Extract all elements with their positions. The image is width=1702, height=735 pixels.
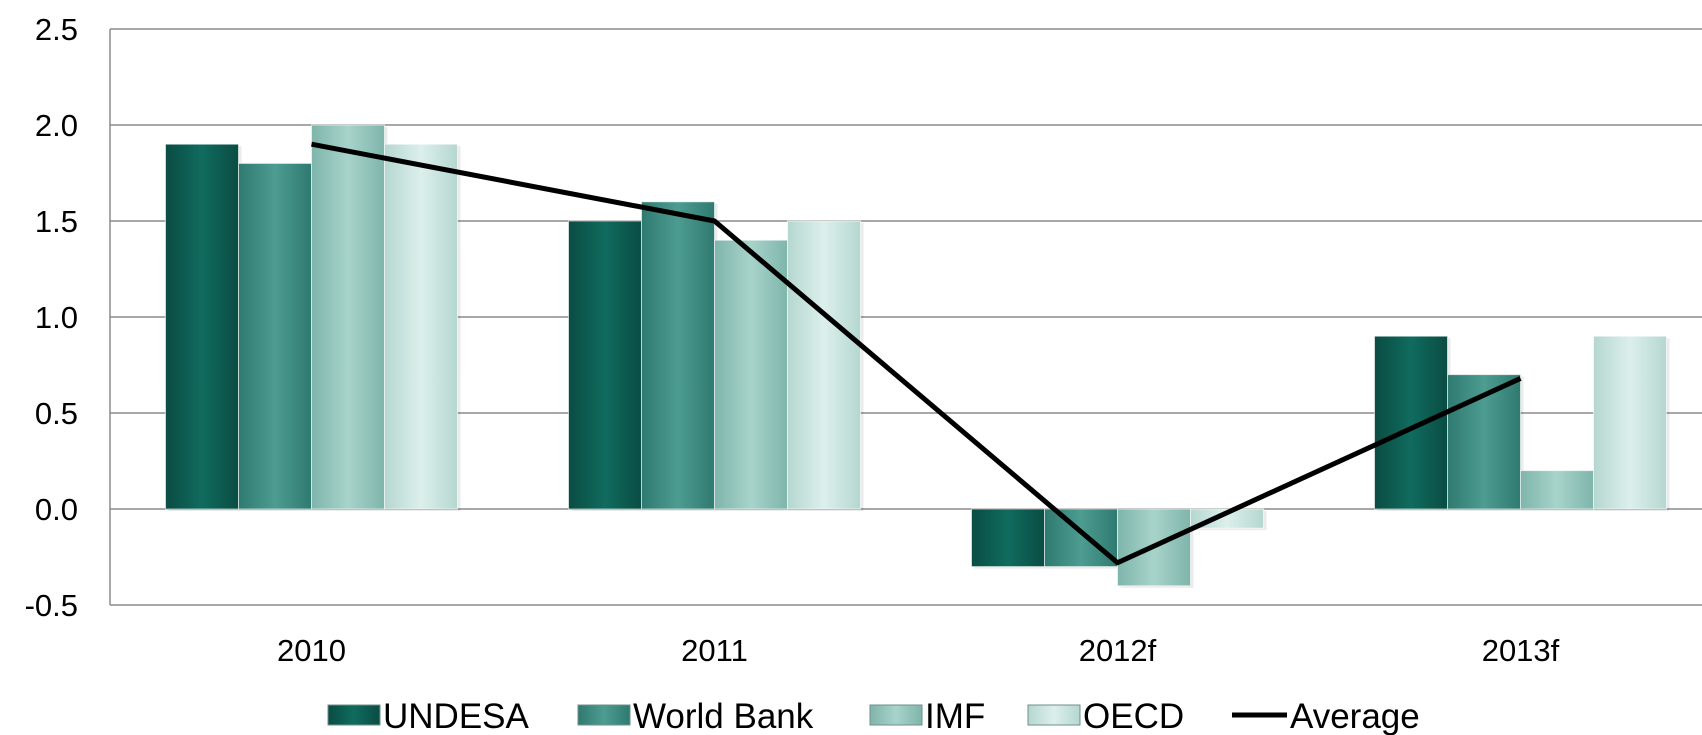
x-tick-label: 2010	[277, 633, 346, 668]
legend-item: World Bank	[577, 697, 814, 735]
x-tick-label: 2013f	[1482, 633, 1560, 668]
y-tick-label: 0.5	[35, 396, 78, 431]
legend-item: OECD	[1027, 697, 1184, 735]
legend-label: IMF	[925, 697, 985, 735]
bar-imf	[311, 124, 385, 510]
bars	[165, 124, 1670, 588]
legend-label: Average	[1290, 697, 1420, 735]
legend-item: IMF	[869, 697, 985, 735]
legend-swatch	[1027, 704, 1081, 726]
average-line-layer	[311, 141, 1522, 566]
x-tick-label: 2012f	[1079, 633, 1157, 668]
y-tick-label: 2.0	[35, 108, 78, 143]
legend-item: UNDESA	[327, 697, 530, 735]
legend-swatch	[869, 704, 923, 726]
legend-label: OECD	[1083, 697, 1184, 735]
y-tick-label: 1.0	[35, 300, 78, 335]
legend-swatch	[577, 704, 631, 726]
y-tick-label: 1.5	[35, 204, 78, 239]
legend-label: UNDESA	[383, 697, 530, 735]
y-tick-label: -0.5	[25, 588, 78, 623]
x-tick-label: 2011	[681, 633, 748, 668]
bar-world-bank	[1044, 508, 1118, 568]
average-line	[311, 141, 1522, 566]
bar-undesa	[568, 220, 642, 510]
legend-item: Average	[1232, 697, 1420, 735]
bar-undesa	[1374, 335, 1448, 510]
y-axis-ticks: 2.5 2.0 1.5 1.0 0.5 0.0 -0.5	[25, 12, 78, 623]
y-tick-label: 2.5	[35, 12, 78, 47]
bar-oecd	[384, 143, 458, 510]
bar-imf	[714, 239, 788, 510]
legend-label: World Bank	[633, 697, 814, 735]
bar-undesa	[971, 508, 1045, 568]
bar-world-bank	[238, 162, 312, 510]
legend-swatch	[327, 704, 381, 726]
bar-undesa	[165, 143, 239, 510]
legend: UNDESA World Bank IMF OECD Average	[327, 697, 1420, 735]
x-axis-ticks: 2010 2011 2012f 2013f	[277, 633, 1560, 668]
bar-oecd	[787, 220, 861, 510]
bar-oecd	[1593, 335, 1667, 510]
bar-world-bank	[641, 201, 715, 510]
y-tick-label: 0.0	[35, 492, 78, 527]
bar-imf	[1520, 470, 1594, 510]
